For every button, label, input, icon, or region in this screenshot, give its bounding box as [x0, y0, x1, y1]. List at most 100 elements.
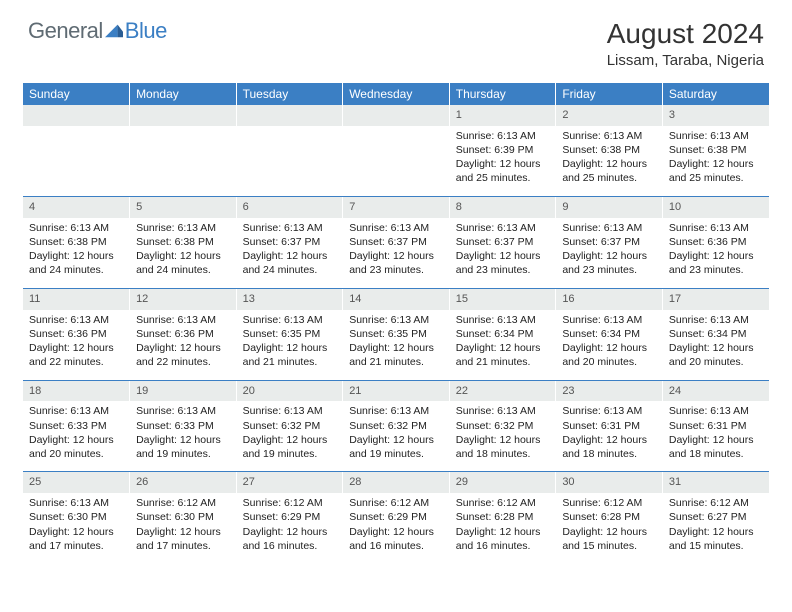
daylight-line: Daylight: 12 hours and 22 minutes. [29, 341, 123, 369]
sunrise-line: Sunrise: 6:13 AM [562, 221, 656, 235]
sunrise-line: Sunrise: 6:12 AM [669, 496, 763, 510]
daylight-line: Daylight: 12 hours and 23 minutes. [349, 249, 443, 277]
day-number: 8 [450, 197, 556, 218]
day-number: 11 [23, 289, 129, 310]
calendar-cell: 19Sunrise: 6:13 AMSunset: 6:33 PMDayligh… [130, 380, 237, 471]
sunset-line: Sunset: 6:38 PM [669, 143, 763, 157]
calendar-header-row: SundayMondayTuesdayWednesdayThursdayFrid… [23, 83, 769, 105]
sunrise-line: Sunrise: 6:13 AM [669, 404, 763, 418]
sunset-line: Sunset: 6:36 PM [136, 327, 230, 341]
daylight-line: Daylight: 12 hours and 19 minutes. [136, 433, 230, 461]
cell-body: Sunrise: 6:13 AMSunset: 6:36 PMDaylight:… [130, 310, 236, 380]
sunrise-line: Sunrise: 6:13 AM [562, 129, 656, 143]
daylight-line: Daylight: 12 hours and 25 minutes. [669, 157, 763, 185]
daylight-line: Daylight: 12 hours and 22 minutes. [136, 341, 230, 369]
daylight-line: Daylight: 12 hours and 24 minutes. [136, 249, 230, 277]
sunrise-line: Sunrise: 6:13 AM [669, 221, 763, 235]
daylight-line: Daylight: 12 hours and 25 minutes. [562, 157, 656, 185]
day-number: 4 [23, 197, 129, 218]
cell-body [130, 126, 236, 196]
sunset-line: Sunset: 6:28 PM [562, 510, 656, 524]
weekday-header: Tuesday [236, 83, 343, 105]
cell-body: Sunrise: 6:13 AMSunset: 6:37 PMDaylight:… [343, 218, 449, 288]
daylight-line: Daylight: 12 hours and 23 minutes. [562, 249, 656, 277]
calendar-table: SundayMondayTuesdayWednesdayThursdayFrid… [23, 83, 769, 563]
day-number: 22 [450, 381, 556, 402]
sunset-line: Sunset: 6:30 PM [29, 510, 123, 524]
calendar-cell: 11Sunrise: 6:13 AMSunset: 6:36 PMDayligh… [23, 288, 130, 379]
day-number: 17 [663, 289, 769, 310]
sunrise-line: Sunrise: 6:13 AM [349, 221, 443, 235]
cell-body: Sunrise: 6:12 AMSunset: 6:30 PMDaylight:… [130, 493, 236, 563]
sunrise-line: Sunrise: 6:13 AM [243, 404, 337, 418]
sunset-line: Sunset: 6:36 PM [669, 235, 763, 249]
day-number [23, 105, 129, 126]
day-number: 7 [343, 197, 449, 218]
day-number: 25 [23, 472, 129, 493]
day-number: 26 [130, 472, 236, 493]
day-number: 6 [237, 197, 343, 218]
calendar-cell: 24Sunrise: 6:13 AMSunset: 6:31 PMDayligh… [662, 380, 769, 471]
calendar-cell: 10Sunrise: 6:13 AMSunset: 6:36 PMDayligh… [662, 196, 769, 287]
daylight-line: Daylight: 12 hours and 16 minutes. [349, 525, 443, 553]
daylight-line: Daylight: 12 hours and 15 minutes. [562, 525, 656, 553]
sunset-line: Sunset: 6:37 PM [562, 235, 656, 249]
logo-triangle-icon [105, 22, 123, 38]
day-number: 9 [556, 197, 662, 218]
day-number: 31 [663, 472, 769, 493]
sunset-line: Sunset: 6:30 PM [136, 510, 230, 524]
day-number: 18 [23, 381, 129, 402]
calendar-cell: 2Sunrise: 6:13 AMSunset: 6:38 PMDaylight… [556, 105, 663, 196]
day-number: 21 [343, 381, 449, 402]
cell-body: Sunrise: 6:13 AMSunset: 6:34 PMDaylight:… [663, 310, 769, 380]
cell-body: Sunrise: 6:12 AMSunset: 6:28 PMDaylight:… [450, 493, 556, 563]
cell-body: Sunrise: 6:13 AMSunset: 6:33 PMDaylight:… [23, 401, 129, 471]
sunrise-line: Sunrise: 6:13 AM [562, 313, 656, 327]
daylight-line: Daylight: 12 hours and 16 minutes. [456, 525, 550, 553]
sunset-line: Sunset: 6:27 PM [669, 510, 763, 524]
day-number: 23 [556, 381, 662, 402]
cell-body: Sunrise: 6:13 AMSunset: 6:35 PMDaylight:… [343, 310, 449, 380]
cell-body: Sunrise: 6:13 AMSunset: 6:35 PMDaylight:… [237, 310, 343, 380]
cell-body: Sunrise: 6:13 AMSunset: 6:30 PMDaylight:… [23, 493, 129, 563]
page-title: August 2024 [607, 18, 764, 50]
daylight-line: Daylight: 12 hours and 24 minutes. [243, 249, 337, 277]
logo-text-1: General [28, 18, 103, 44]
sunset-line: Sunset: 6:34 PM [562, 327, 656, 341]
calendar-cell: 25Sunrise: 6:13 AMSunset: 6:30 PMDayligh… [23, 472, 130, 563]
sunrise-line: Sunrise: 6:12 AM [562, 496, 656, 510]
cell-body: Sunrise: 6:13 AMSunset: 6:33 PMDaylight:… [130, 401, 236, 471]
sunrise-line: Sunrise: 6:13 AM [456, 129, 550, 143]
cell-body: Sunrise: 6:12 AMSunset: 6:27 PMDaylight:… [663, 493, 769, 563]
day-number: 2 [556, 105, 662, 126]
calendar-cell: 3Sunrise: 6:13 AMSunset: 6:38 PMDaylight… [662, 105, 769, 196]
cell-body: Sunrise: 6:13 AMSunset: 6:32 PMDaylight:… [450, 401, 556, 471]
cell-body: Sunrise: 6:13 AMSunset: 6:37 PMDaylight:… [450, 218, 556, 288]
daylight-line: Daylight: 12 hours and 18 minutes. [456, 433, 550, 461]
daylight-line: Daylight: 12 hours and 19 minutes. [243, 433, 337, 461]
calendar-cell: 26Sunrise: 6:12 AMSunset: 6:30 PMDayligh… [130, 472, 237, 563]
calendar-cell: 15Sunrise: 6:13 AMSunset: 6:34 PMDayligh… [449, 288, 556, 379]
day-number: 5 [130, 197, 236, 218]
sunset-line: Sunset: 6:37 PM [243, 235, 337, 249]
calendar-cell: 28Sunrise: 6:12 AMSunset: 6:29 PMDayligh… [343, 472, 450, 563]
daylight-line: Daylight: 12 hours and 25 minutes. [456, 157, 550, 185]
sunrise-line: Sunrise: 6:13 AM [29, 221, 123, 235]
day-number [130, 105, 236, 126]
sunrise-line: Sunrise: 6:13 AM [136, 404, 230, 418]
sunset-line: Sunset: 6:31 PM [669, 419, 763, 433]
cell-body: Sunrise: 6:13 AMSunset: 6:36 PMDaylight:… [23, 310, 129, 380]
day-number: 30 [556, 472, 662, 493]
calendar-week-row: 1Sunrise: 6:13 AMSunset: 6:39 PMDaylight… [23, 105, 769, 196]
weekday-header: Thursday [449, 83, 556, 105]
daylight-line: Daylight: 12 hours and 24 minutes. [29, 249, 123, 277]
cell-body: Sunrise: 6:12 AMSunset: 6:29 PMDaylight:… [237, 493, 343, 563]
day-number [343, 105, 449, 126]
cell-body [23, 126, 129, 196]
sunrise-line: Sunrise: 6:13 AM [669, 129, 763, 143]
cell-body: Sunrise: 6:13 AMSunset: 6:38 PMDaylight:… [130, 218, 236, 288]
sunset-line: Sunset: 6:31 PM [562, 419, 656, 433]
calendar-cell: 7Sunrise: 6:13 AMSunset: 6:37 PMDaylight… [343, 196, 450, 287]
daylight-line: Daylight: 12 hours and 19 minutes. [349, 433, 443, 461]
day-number: 20 [237, 381, 343, 402]
